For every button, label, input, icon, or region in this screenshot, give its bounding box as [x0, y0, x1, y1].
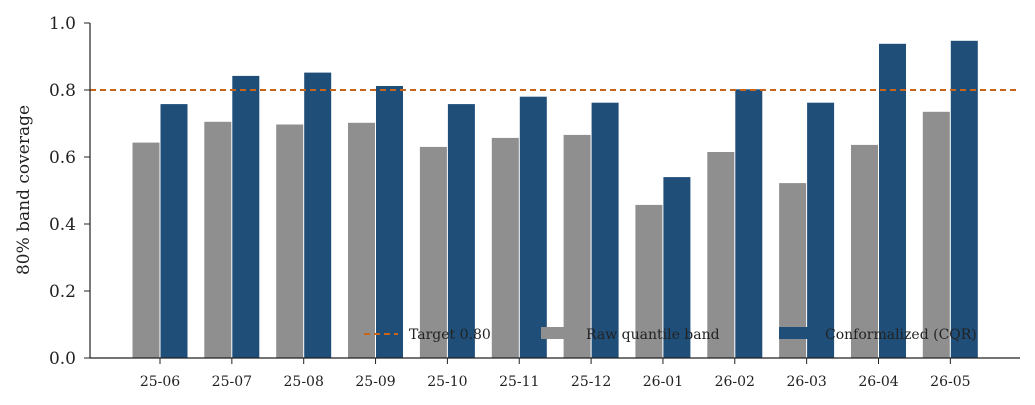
- cqr-bar-26-05: [950, 40, 978, 359]
- y-axis-label: 80% band coverage: [14, 105, 34, 275]
- x-tick-label: 26-04: [858, 374, 898, 390]
- y-tick-label: 0.0: [49, 349, 76, 369]
- legend-target-label: Target 0.80: [409, 327, 491, 343]
- legend-raw-label: Raw quantile band: [586, 327, 720, 343]
- cqr-bar-25-12: [591, 102, 619, 358]
- x-tick-label: 25-06: [140, 374, 180, 390]
- axes-group: [89, 23, 1020, 359]
- x-tick-label: 26-03: [786, 374, 826, 390]
- y-tick-label: 0.6: [49, 148, 76, 168]
- cqr-bar-26-03: [807, 102, 835, 358]
- raw-bar-25-07: [204, 121, 232, 358]
- y-tick-label: 0.8: [49, 81, 76, 101]
- x-tick-label: 25-10: [427, 374, 467, 390]
- cqr-bar-25-10: [447, 104, 475, 358]
- raw-bar-26-05: [922, 111, 950, 358]
- cqr-bar-25-09: [376, 86, 403, 358]
- cqr-bar-25-11: [519, 96, 547, 358]
- raw-bar-26-01: [635, 204, 663, 358]
- raw-bar-25-09: [348, 122, 375, 358]
- legend-raw-swatch: [541, 327, 574, 339]
- raw-bar-25-10: [419, 146, 447, 358]
- legend-cqr-swatch: [779, 327, 812, 339]
- x-tick-label: 25-11: [499, 374, 539, 390]
- bars-group: [132, 40, 978, 359]
- legend-cqr-label: Conformalized (CQR): [825, 327, 977, 343]
- x-tick-label: 26-02: [715, 374, 755, 390]
- raw-bar-25-11: [491, 137, 519, 358]
- raw-bar-25-12: [563, 134, 591, 358]
- cqr-bar-25-06: [160, 104, 188, 358]
- cqr-bar-26-04: [879, 43, 906, 359]
- raw-bar-26-02: [707, 152, 735, 358]
- x-tick-label: 26-05: [930, 374, 970, 390]
- x-tick-label: 25-12: [571, 374, 611, 390]
- y-ticks-group: 0.0 0.2 0.4 0.6 0.8 1.0: [49, 14, 90, 369]
- raw-bar-25-06: [132, 142, 160, 358]
- cqr-bar-26-01: [663, 177, 691, 358]
- x-ticks-group: 25-06 25-07 25-08 25-09 25-10 25-11 25-12 26-01…: [140, 358, 971, 390]
- cqr-bar-25-07: [232, 75, 260, 359]
- x-tick-label: 26-01: [643, 374, 683, 390]
- cqr-bar-26-02: [735, 89, 763, 359]
- raw-bar-25-08: [276, 124, 304, 358]
- y-tick-label: 0.4: [49, 215, 76, 235]
- x-tick-label: 25-08: [284, 374, 324, 390]
- cqr-bar-25-08: [304, 72, 332, 358]
- legend: Target 0.80 Raw quantile band Conformali…: [364, 327, 977, 343]
- raw-bar-26-04: [851, 144, 878, 358]
- y-tick-label: 0.2: [49, 282, 76, 302]
- x-tick-label: 25-07: [212, 374, 252, 390]
- x-tick-label: 25-09: [355, 374, 395, 390]
- y-tick-label: 1.0: [49, 14, 76, 34]
